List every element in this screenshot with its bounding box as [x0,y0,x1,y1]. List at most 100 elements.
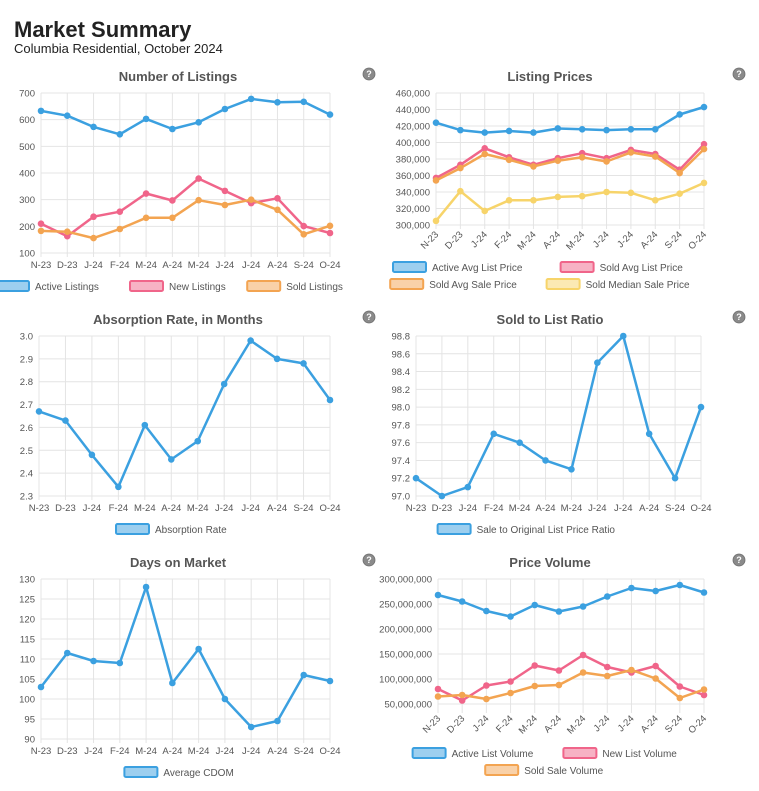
data-point[interactable] [651,196,659,204]
data-point[interactable] [115,483,122,491]
data-point[interactable] [194,437,202,445]
data-point[interactable] [483,682,490,689]
data-point[interactable] [432,119,440,127]
data-point[interactable] [247,95,255,103]
data-point[interactable] [594,359,601,366]
data-point[interactable] [195,645,202,653]
data-point[interactable] [169,197,176,204]
data-point[interactable] [603,188,610,196]
data-point[interactable] [457,187,464,195]
data-point[interactable] [676,169,683,177]
data-point[interactable] [507,689,514,697]
data-point[interactable] [603,672,611,680]
data-point[interactable] [221,105,229,113]
data-point[interactable] [652,662,659,670]
data-point[interactable] [627,149,635,156]
data-point[interactable] [568,466,575,473]
data-point[interactable] [412,474,420,482]
data-point[interactable] [273,355,281,363]
data-point[interactable] [700,686,708,693]
data-point[interactable] [326,677,334,685]
legend-item-absorption-rate[interactable]: Absorption Rate [115,523,227,536]
data-point[interactable] [619,332,627,340]
data-point[interactable] [676,683,684,690]
legend-item-new-listings[interactable]: New Listings [129,280,226,293]
data-point[interactable] [300,231,308,238]
legend-item-sold-median-sale-price[interactable]: Sold Median Sale Price [545,278,690,291]
data-point[interactable] [434,693,442,700]
data-point[interactable] [645,430,653,438]
data-point[interactable] [326,396,334,404]
data-point[interactable] [220,380,228,388]
data-point[interactable] [554,157,562,164]
data-point[interactable] [326,111,334,118]
data-point[interactable] [676,581,684,589]
data-point[interactable] [37,683,45,691]
data-point[interactable] [326,229,334,237]
data-point[interactable] [434,685,442,693]
data-point[interactable] [90,657,97,665]
data-point[interactable] [169,125,176,133]
data-point[interactable] [247,337,254,344]
data-point[interactable] [507,613,514,620]
data-point[interactable] [300,671,308,679]
data-point[interactable] [63,112,71,119]
data-point[interactable] [142,583,150,591]
legend-item-active-avg-list-price[interactable]: Active Avg List Price [392,261,523,274]
data-point[interactable] [542,457,549,464]
data-point[interactable] [274,195,281,202]
legend-item-sold-avg-sale-price[interactable]: Sold Avg Sale Price [389,278,517,291]
data-point[interactable] [142,190,150,197]
data-point[interactable] [530,196,537,204]
data-point[interactable] [676,111,683,118]
data-point[interactable] [37,107,45,115]
data-point[interactable] [458,598,466,605]
data-point[interactable] [274,99,281,106]
data-point[interactable] [700,103,708,111]
data-point[interactable] [652,675,659,682]
legend-item-sold-listings[interactable]: Sold Listings [246,280,343,293]
data-point[interactable] [627,189,635,197]
data-point[interactable] [432,217,440,225]
data-point[interactable] [555,681,563,689]
data-point[interactable] [247,723,255,731]
data-point[interactable] [326,222,334,230]
data-point[interactable] [457,164,464,172]
data-point[interactable] [195,175,202,182]
data-point[interactable] [481,144,489,152]
data-point[interactable] [578,154,586,161]
data-point[interactable] [35,408,43,415]
data-point[interactable] [578,192,586,200]
help-icon[interactable]: ? [362,67,376,81]
data-point[interactable] [516,439,523,446]
data-point[interactable] [651,153,659,160]
data-point[interactable] [142,214,150,222]
data-point[interactable] [481,207,489,215]
help-icon[interactable]: ? [732,553,746,567]
data-point[interactable] [531,682,539,690]
data-point[interactable] [603,158,610,165]
data-point[interactable] [195,119,202,126]
data-point[interactable] [464,483,472,491]
data-point[interactable] [90,123,97,131]
data-point[interactable] [603,663,611,671]
data-point[interactable] [300,360,307,367]
data-point[interactable] [505,156,513,164]
data-point[interactable] [531,662,539,669]
data-point[interactable] [116,131,124,138]
data-point[interactable] [579,603,587,610]
data-point[interactable] [554,193,562,201]
data-point[interactable] [481,150,489,158]
data-point[interactable] [579,651,587,659]
help-icon[interactable]: ? [362,310,376,324]
data-point[interactable] [505,196,513,204]
data-point[interactable] [221,187,229,195]
data-point[interactable] [141,421,149,429]
data-point[interactable] [507,678,514,685]
legend-item-active-list-volume[interactable]: Active List Volume [411,747,534,760]
data-point[interactable] [676,694,684,702]
data-point[interactable] [628,666,635,674]
data-point[interactable] [221,695,229,703]
data-point[interactable] [603,126,610,134]
help-icon[interactable]: ? [732,67,746,81]
